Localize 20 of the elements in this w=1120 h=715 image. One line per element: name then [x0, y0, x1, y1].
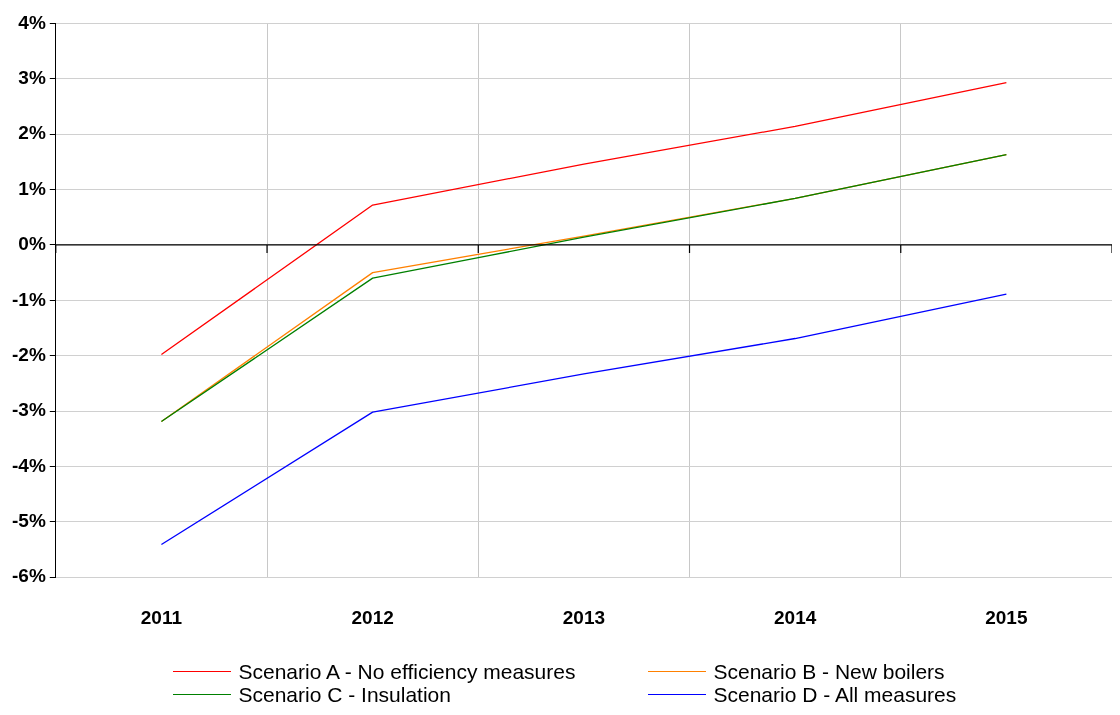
y-tick-label: 3%: [18, 67, 46, 89]
y-tick-label: 1%: [18, 177, 46, 199]
y-tick-label: 4%: [18, 11, 46, 33]
x-tick-label: 2014: [774, 606, 817, 628]
x-tick-label: 2015: [985, 606, 1028, 628]
y-tick-label: 0%: [18, 233, 46, 255]
y-tick-label: -5%: [11, 510, 46, 532]
x-tick-label: 2011: [140, 606, 183, 628]
y-tick-label: -6%: [11, 565, 46, 587]
y-tick-label: 2%: [18, 122, 46, 144]
legend-label: Scenario A - No efficiency measures: [238, 660, 576, 683]
x-tick-label: 2012: [351, 606, 394, 628]
y-tick-label: -1%: [11, 288, 46, 310]
y-tick-label: -2%: [11, 343, 46, 365]
y-tick-label: -4%: [11, 454, 46, 476]
legend-label: Scenario D - All measures: [713, 683, 957, 706]
x-tick-label: 2013: [562, 606, 606, 628]
y-tick-label: -3%: [11, 399, 46, 421]
legend-label: Scenario C - Insulation: [238, 683, 451, 706]
legend-label: Scenario B - New boilers: [713, 660, 945, 683]
